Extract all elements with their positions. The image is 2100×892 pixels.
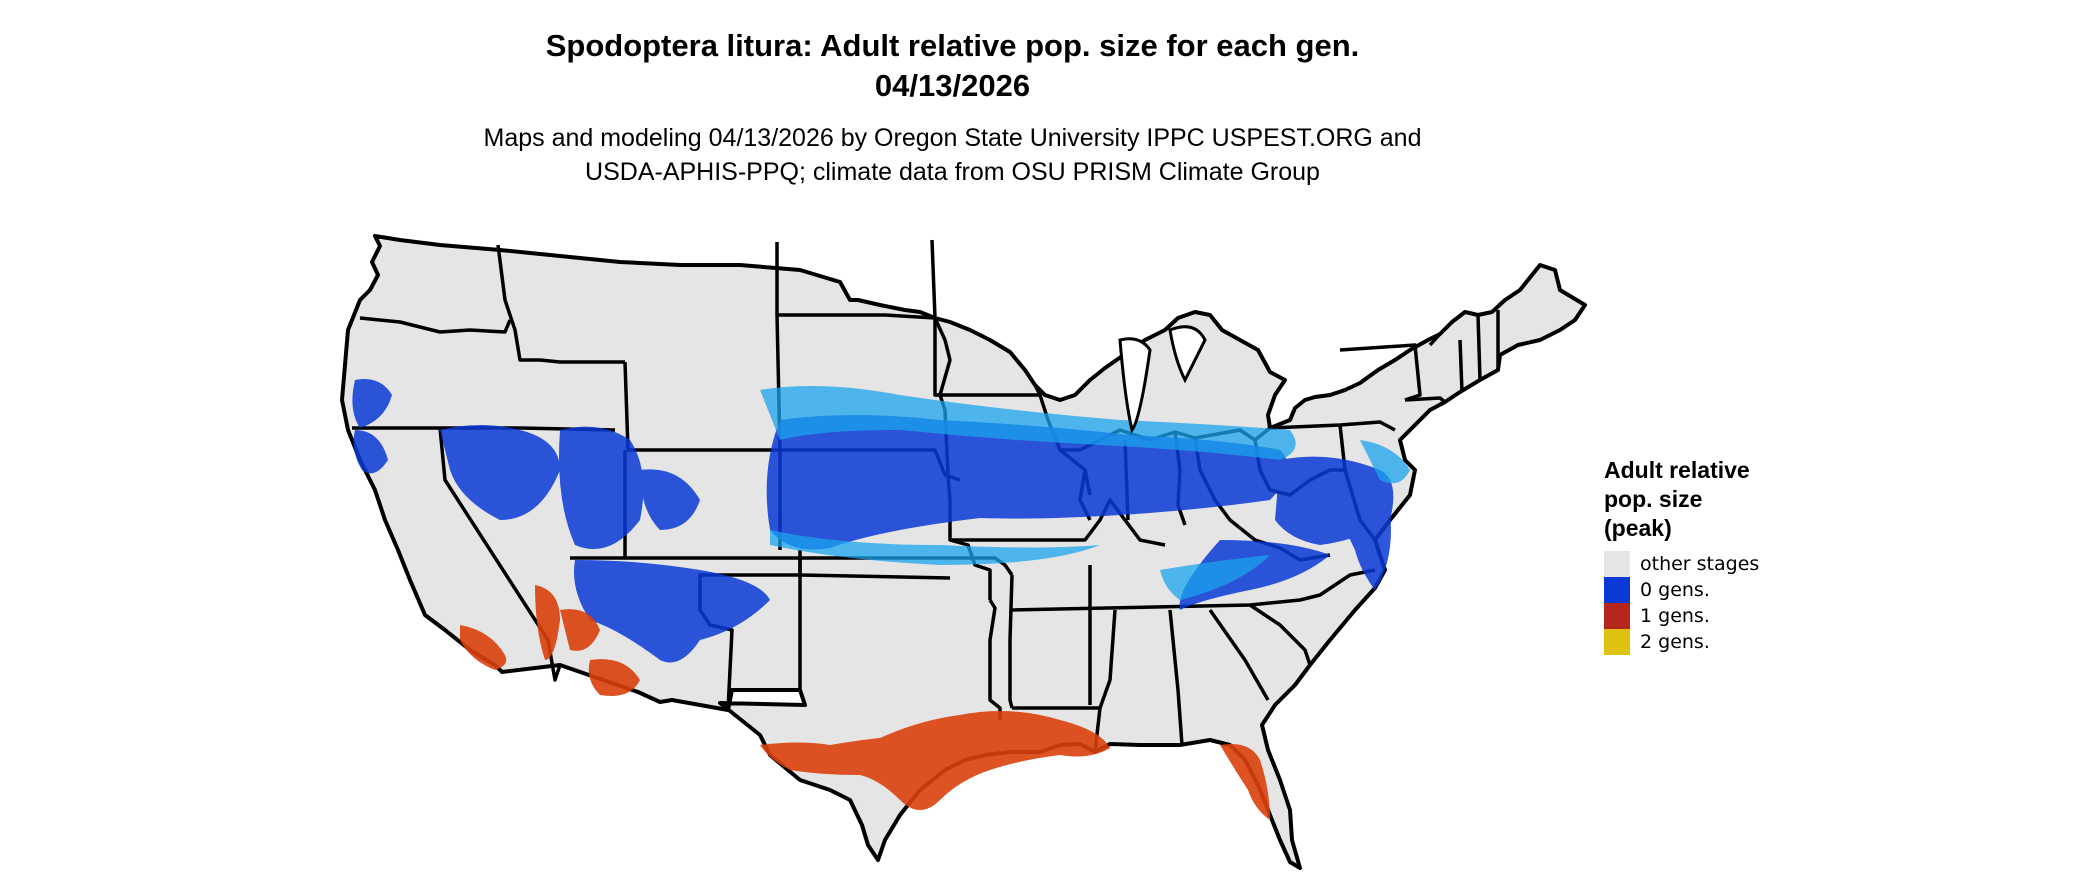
- map-title: Spodoptera litura: Adult relative pop. s…: [0, 26, 1905, 106]
- great-lakes: [1118, 325, 1207, 434]
- legend-title-line-2: pop. size: [1604, 486, 1703, 512]
- zero-gens-regions: [352, 379, 1394, 663]
- legend-item-one-gens: 1 gens.: [1604, 603, 1824, 629]
- legend-title-line-1: Adult relative: [1604, 457, 1750, 483]
- legend-label: 2 gens.: [1640, 631, 1710, 653]
- legend-item-zero-gens: 0 gens.: [1604, 577, 1824, 603]
- light-blue-regions: [760, 386, 1410, 600]
- legend-label: other stages: [1640, 553, 1760, 575]
- us-map: [340, 234, 1587, 870]
- one-gen-regions: [460, 585, 1270, 820]
- legend: Adult relative pop. size (peak) other st…: [1604, 456, 1824, 655]
- legend-swatch: [1604, 577, 1630, 603]
- legend-swatch: [1604, 551, 1630, 577]
- subtitle-line-2: USDA-APHIS-PPQ; climate data from OSU PR…: [585, 158, 1320, 186]
- legend-item-two-gens: 2 gens.: [1604, 629, 1824, 655]
- subtitle-line-1: Maps and modeling 04/13/2026 by Oregon S…: [483, 124, 1422, 152]
- map-subtitle: Maps and modeling 04/13/2026 by Oregon S…: [0, 121, 1905, 189]
- legend-title: Adult relative pop. size (peak): [1604, 456, 1824, 543]
- legend-item-other-stages: other stages: [1604, 551, 1824, 577]
- title-line-1: Spodoptera litura: Adult relative pop. s…: [545, 28, 1360, 63]
- legend-label: 0 gens.: [1640, 579, 1710, 601]
- title-line-2: 04/13/2026: [874, 68, 1031, 103]
- legend-swatch: [1604, 629, 1630, 655]
- legend-label: 1 gens.: [1640, 605, 1710, 627]
- legend-title-line-3: (peak): [1604, 515, 1672, 541]
- legend-swatch: [1604, 603, 1630, 629]
